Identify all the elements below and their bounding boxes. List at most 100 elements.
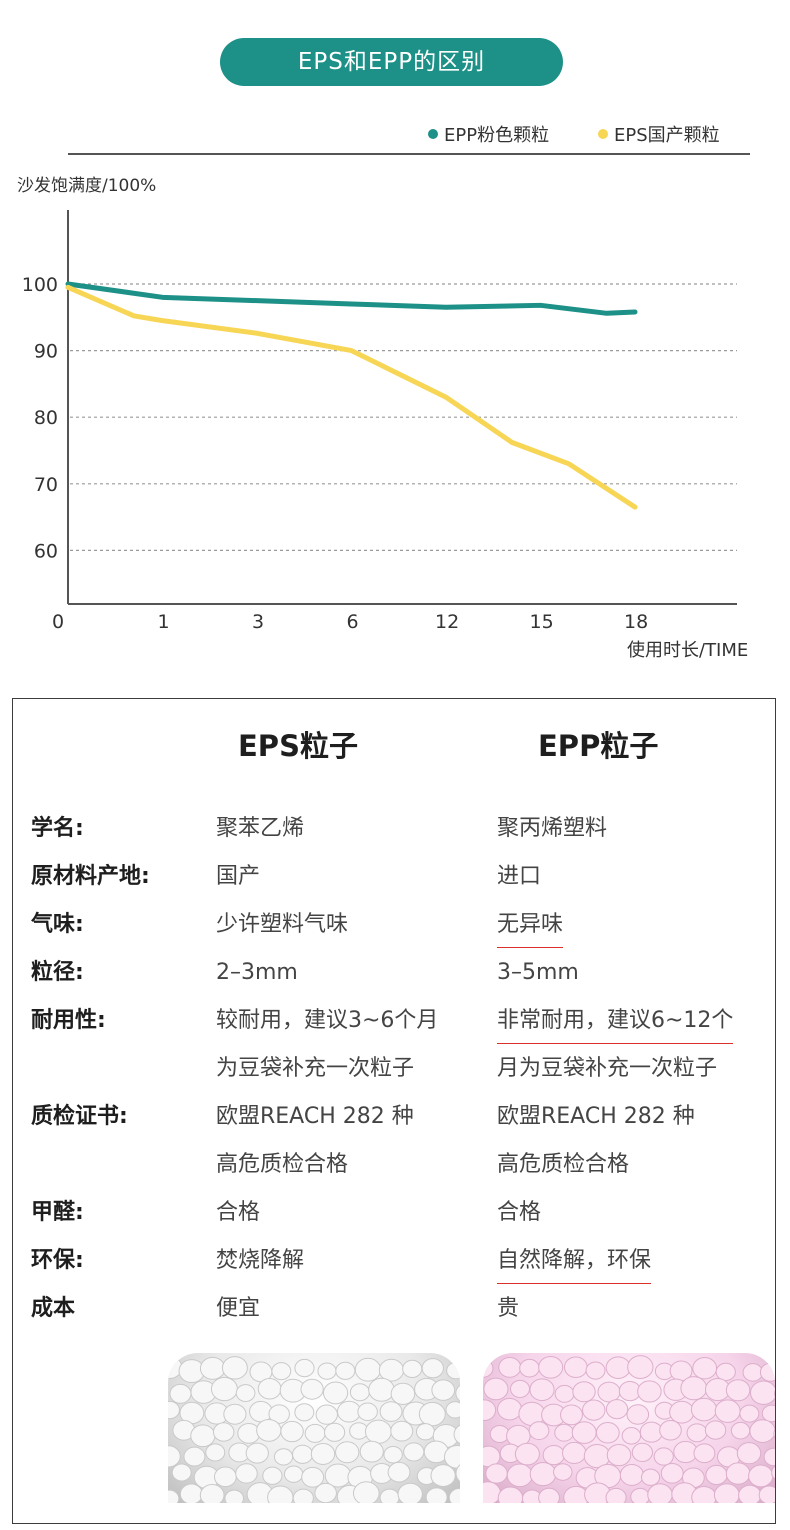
- epp-beads-image: [483, 1353, 775, 1503]
- bead: [237, 1422, 261, 1444]
- bead: [742, 1363, 764, 1382]
- bead: [431, 1379, 456, 1401]
- row-label: 质检证书:: [31, 1104, 128, 1129]
- bead: [223, 1403, 247, 1425]
- bead: [605, 1399, 629, 1420]
- table-row: 为豆袋补充一次粒子 月为豆袋补充一次粒子: [13, 1045, 775, 1093]
- x-axis-label: 使用时长/TIME: [627, 640, 748, 661]
- epp-value: 欧盟REACH 282 种: [497, 1104, 695, 1129]
- bead: [562, 1441, 587, 1464]
- bead: [483, 1358, 494, 1378]
- bead: [749, 1419, 775, 1443]
- bead: [379, 1488, 400, 1503]
- bead: [448, 1487, 460, 1503]
- bead: [245, 1442, 269, 1464]
- bead: [585, 1361, 606, 1380]
- bead: [659, 1420, 682, 1441]
- bead: [692, 1357, 718, 1380]
- bead: [336, 1400, 362, 1423]
- y-tick-label: 90: [34, 341, 58, 363]
- table-row: 原材料产地: 国产 进口: [13, 853, 775, 901]
- bead: [390, 1420, 414, 1442]
- bead: [179, 1483, 204, 1503]
- bead: [221, 1356, 248, 1380]
- bead: [403, 1442, 425, 1462]
- bead: [730, 1421, 751, 1440]
- bead: [637, 1380, 662, 1403]
- bead: [169, 1383, 192, 1404]
- bead: [690, 1397, 718, 1422]
- bead: [213, 1466, 237, 1488]
- bead: [639, 1421, 664, 1443]
- bead: [750, 1380, 775, 1405]
- bead: [761, 1404, 775, 1423]
- bead: [314, 1482, 337, 1503]
- bead: [322, 1381, 349, 1405]
- bead: [538, 1355, 564, 1379]
- bead: [641, 1468, 661, 1486]
- bead: [268, 1404, 290, 1424]
- table-row: 耐用性: 较耐用，建议3~6个月 非常耐用，建议6~12个: [13, 997, 775, 1045]
- bead: [485, 1463, 508, 1484]
- bead: [627, 1355, 654, 1379]
- table-row: 气味: 少许塑料气味 无异味: [13, 901, 775, 949]
- bead: [262, 1466, 283, 1485]
- bead: [256, 1418, 282, 1442]
- bead: [453, 1424, 460, 1445]
- bead: [292, 1488, 314, 1503]
- bead: [190, 1424, 216, 1448]
- bead: [224, 1489, 244, 1503]
- bead: [705, 1464, 728, 1486]
- bead: [323, 1422, 346, 1442]
- row-label: 原材料产地:: [31, 864, 150, 889]
- bead: [647, 1483, 673, 1503]
- bead: [510, 1379, 531, 1398]
- bead: [748, 1464, 774, 1488]
- bead: [653, 1447, 674, 1466]
- y-tick-label: 80: [34, 407, 58, 429]
- page-title: EPS和EPP的区别: [220, 38, 563, 86]
- bead: [714, 1399, 741, 1423]
- bead: [335, 1441, 360, 1464]
- bead: [704, 1420, 727, 1440]
- x-tick-label: 0: [52, 611, 64, 633]
- bead: [418, 1401, 446, 1427]
- bead: [519, 1358, 540, 1378]
- bead: [542, 1444, 565, 1466]
- bead: [715, 1362, 736, 1382]
- bead: [283, 1465, 304, 1483]
- bead: [168, 1445, 181, 1468]
- eps-value: 合格: [216, 1200, 261, 1225]
- bead: [595, 1422, 620, 1444]
- bead: [430, 1464, 456, 1487]
- epp-value: 聚丙烯塑料: [497, 816, 608, 841]
- bead: [379, 1401, 403, 1422]
- bead: [455, 1464, 460, 1483]
- row-label: 成本: [31, 1296, 76, 1321]
- legend-label-epp: EPP粉色颗粒: [444, 125, 549, 146]
- bead: [294, 1403, 315, 1422]
- bead: [606, 1444, 632, 1467]
- bead: [693, 1443, 716, 1464]
- eps-value: 焚烧降解: [216, 1248, 305, 1273]
- bead: [446, 1361, 460, 1380]
- bead: [210, 1376, 238, 1402]
- bead: [773, 1428, 775, 1440]
- bead: [383, 1445, 403, 1464]
- bead: [483, 1399, 497, 1421]
- bead: [183, 1446, 206, 1467]
- bead: [292, 1444, 314, 1464]
- row-label: 粒径:: [31, 960, 84, 985]
- bead: [300, 1378, 324, 1400]
- bead: [199, 1483, 225, 1503]
- bead: [273, 1448, 294, 1466]
- bead: [553, 1463, 573, 1481]
- table-row: 学名: 聚苯乙烯 聚丙烯塑料: [13, 805, 775, 853]
- bead: [304, 1423, 326, 1443]
- legend-marker-eps: [598, 129, 608, 139]
- bead: [235, 1384, 256, 1402]
- table-row: 高危质检合格 高危质检合格: [13, 1141, 775, 1189]
- table-row: 甲醛: 合格 合格: [13, 1189, 775, 1237]
- bead: [357, 1402, 378, 1422]
- bead: [554, 1384, 575, 1403]
